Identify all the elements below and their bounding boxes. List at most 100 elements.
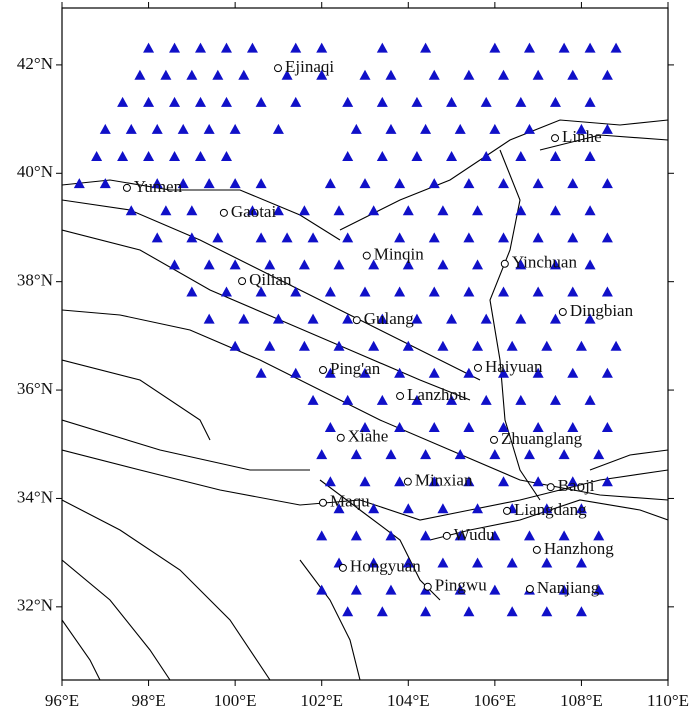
city-marker (338, 563, 347, 572)
station (402, 259, 414, 270)
city-marker (238, 277, 247, 286)
station (272, 205, 284, 216)
station (472, 340, 484, 351)
city-label: Xiahe (348, 427, 389, 446)
station (272, 313, 284, 324)
station (489, 449, 501, 460)
station (610, 340, 622, 351)
station (584, 259, 596, 270)
station (541, 503, 553, 514)
station (549, 96, 561, 107)
x-tick-label: 100°E (214, 691, 257, 710)
x-tick-label: 108°E (560, 691, 603, 710)
station (376, 96, 388, 107)
station (567, 232, 579, 243)
station (480, 96, 492, 107)
fault (62, 179, 341, 241)
station (402, 557, 414, 568)
city-label: Hongyuan (350, 557, 421, 576)
station (575, 606, 587, 617)
station (506, 557, 518, 568)
city-marker (122, 183, 131, 192)
y-tick-label: 36°N (17, 379, 53, 398)
station (515, 96, 527, 107)
station (498, 286, 510, 297)
station (584, 394, 596, 405)
station (394, 476, 406, 487)
station (463, 69, 475, 80)
station (385, 449, 397, 460)
station (549, 259, 561, 270)
station (402, 205, 414, 216)
station (324, 367, 336, 378)
station (437, 340, 449, 351)
station (169, 259, 181, 270)
station (498, 69, 510, 80)
fault (62, 499, 271, 680)
station (220, 42, 232, 53)
x-tick-label: 96°E (45, 691, 79, 710)
station (515, 394, 527, 405)
station (376, 606, 388, 617)
station (593, 584, 605, 595)
station (489, 530, 501, 541)
station (584, 96, 596, 107)
station (498, 476, 510, 487)
station (359, 476, 371, 487)
city-marker (442, 531, 451, 540)
station (402, 340, 414, 351)
station (454, 584, 466, 595)
station (446, 151, 458, 162)
fault (489, 149, 541, 501)
station (463, 367, 475, 378)
station (420, 530, 432, 541)
station (203, 123, 215, 134)
station (160, 69, 172, 80)
city-label: Minqin (374, 245, 425, 264)
station (472, 259, 484, 270)
station (324, 286, 336, 297)
station (212, 69, 224, 80)
station (446, 313, 458, 324)
station (99, 178, 111, 189)
station (489, 123, 501, 134)
station (134, 69, 146, 80)
city-label: Nanjiang (537, 578, 600, 597)
city-marker (403, 477, 412, 486)
fault (299, 559, 361, 680)
city-marker (551, 134, 560, 143)
city-marker (558, 308, 567, 317)
station (463, 286, 475, 297)
station (428, 178, 440, 189)
city-marker (489, 435, 498, 444)
station (316, 584, 328, 595)
city-marker (273, 64, 282, 73)
station (575, 503, 587, 514)
station (368, 205, 380, 216)
station (186, 205, 198, 216)
city-label: Dingbian (570, 301, 634, 320)
station (567, 367, 579, 378)
station (359, 69, 371, 80)
station (342, 394, 354, 405)
station (307, 394, 319, 405)
station (125, 123, 137, 134)
station (498, 367, 510, 378)
fault (339, 119, 668, 231)
station (532, 232, 544, 243)
station (246, 42, 258, 53)
y-tick-label: 40°N (17, 162, 53, 181)
station (428, 69, 440, 80)
station (601, 286, 613, 297)
station (437, 259, 449, 270)
station (394, 367, 406, 378)
station (454, 530, 466, 541)
city-label: Minxian (415, 471, 473, 490)
station (281, 69, 293, 80)
station (437, 503, 449, 514)
station (316, 42, 328, 53)
station (264, 259, 276, 270)
station (541, 340, 553, 351)
station (368, 259, 380, 270)
